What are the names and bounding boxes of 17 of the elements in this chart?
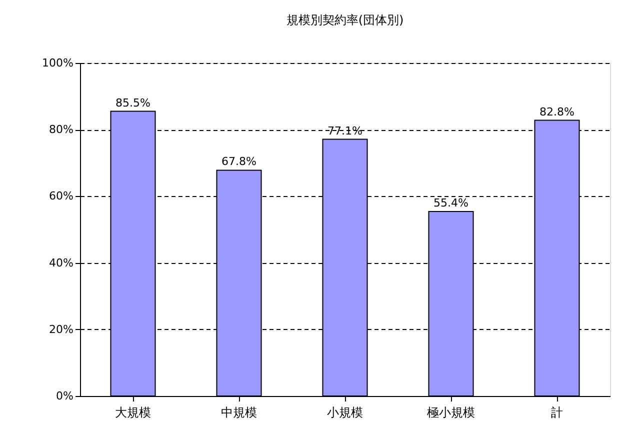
y-tick-label: 20% xyxy=(49,322,74,336)
y-tick-label: 60% xyxy=(49,190,74,203)
x-tick-label: 極小規模 xyxy=(427,406,475,420)
data-label: 67.8% xyxy=(222,155,256,168)
x-tick-label: 大規模 xyxy=(115,406,151,420)
y-tick-label: 80% xyxy=(49,123,74,136)
x-tick-label: 計 xyxy=(551,406,563,420)
x-tick-label: 小規模 xyxy=(327,406,363,420)
data-label: 77.1% xyxy=(328,124,362,138)
chart-title: 規模別契約率(団体別) xyxy=(286,13,404,27)
data-label: 85.5% xyxy=(116,96,150,110)
data-label: 82.8% xyxy=(540,105,574,118)
y-tick-label: 40% xyxy=(49,256,74,270)
x-tick-label: 中規模 xyxy=(221,406,257,420)
data-label: 55.4% xyxy=(434,196,468,210)
y-tick-label: 100% xyxy=(42,56,74,70)
y-tick-label: 0% xyxy=(56,390,74,402)
